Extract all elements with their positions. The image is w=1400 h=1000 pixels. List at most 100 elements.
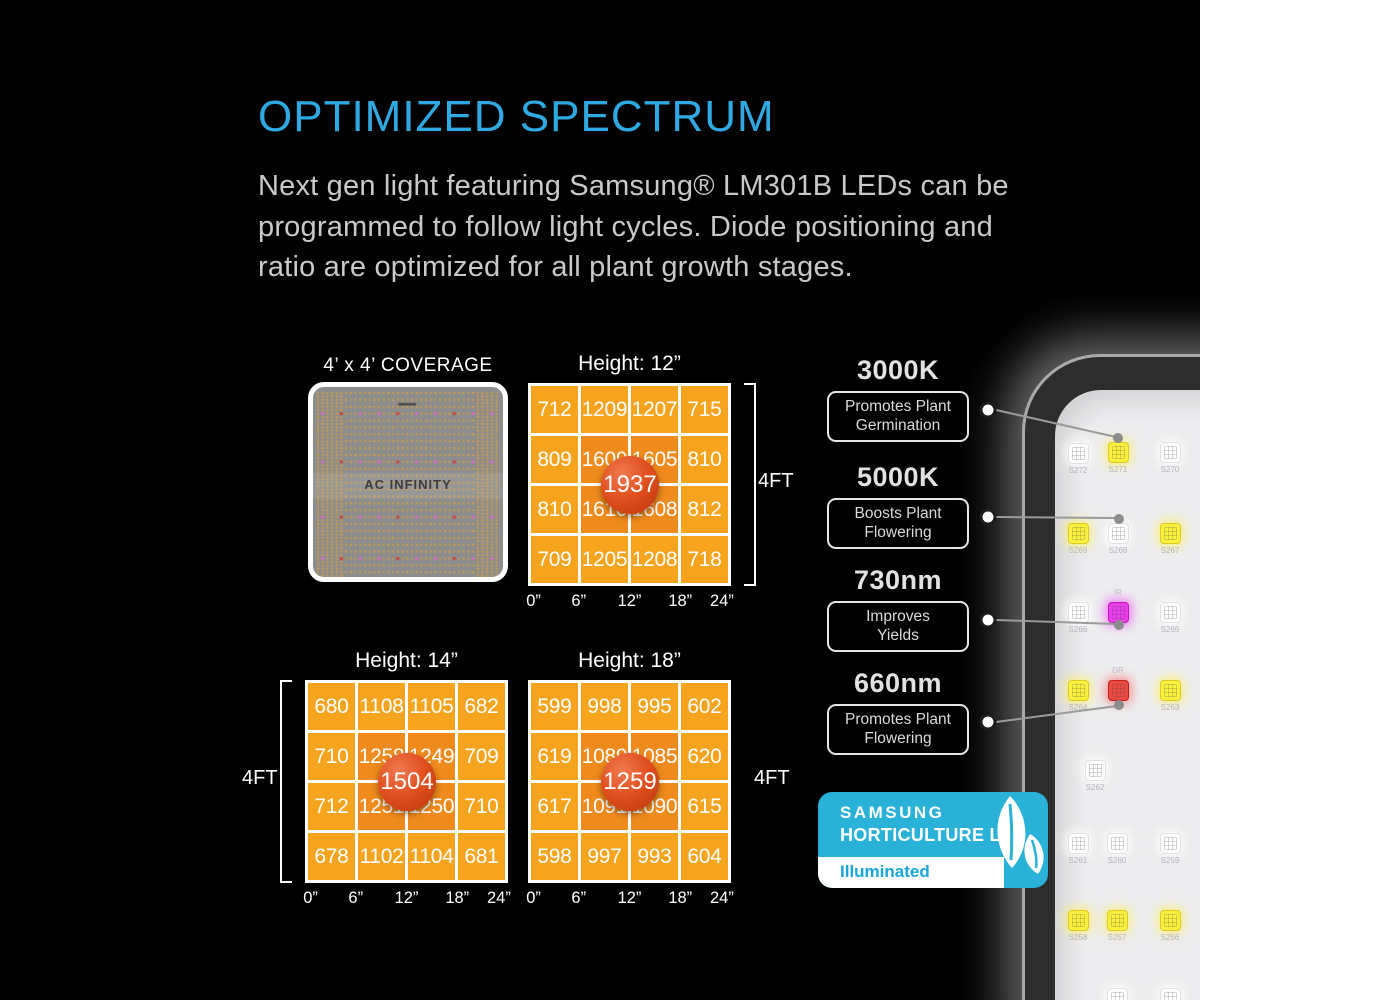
callout-text: Flowering (864, 729, 932, 747)
led-diode-white (1107, 522, 1129, 544)
led-diode-white (1106, 987, 1128, 1000)
ppfd-heatmap-14in: Height: 14” 680 1108 1105 682 710 1258 1249 709 7… (242, 649, 511, 907)
led-diode-yellow (1159, 679, 1181, 701)
callout-heading: 730nm (853, 565, 943, 595)
coverage-span-label: 4FT (754, 767, 790, 789)
callout-heading: 660nm (853, 668, 943, 698)
heatmap-cell: 1102 (358, 833, 405, 880)
diode-label: S267 (1160, 546, 1180, 555)
heatmap-cell: 997 (581, 833, 628, 880)
led-diode-white (1159, 987, 1181, 1000)
heatmap-cell: 709 (458, 733, 505, 780)
heatmap-cell: 1104 (408, 833, 455, 880)
heatmap-cell: 678 (308, 833, 355, 880)
diode-label: S259 (1160, 856, 1180, 865)
heatmap-cell: 1209 (581, 386, 628, 433)
heatmap-cell: 993 (631, 833, 678, 880)
heatmap-cell: 810 (681, 436, 728, 483)
led-diode-white (1159, 441, 1181, 463)
callout-text: Boosts Plant (854, 505, 942, 522)
heatmap-cell: 712 (531, 386, 578, 433)
diode-label: S270 (1160, 465, 1180, 474)
samsung-horticulture-badge: SAMSUNG HORTICULTURE LED Illuminated (818, 792, 1048, 888)
led-diode-white (1084, 759, 1106, 781)
x-tick-label: 0” (526, 889, 541, 907)
callout-text: Promotes Plant (845, 398, 951, 415)
coverage-bracket (744, 383, 756, 586)
x-tick-label: 6” (571, 592, 587, 610)
diode-label: S271 (1108, 465, 1128, 474)
badge-sub-label: Illuminated (840, 862, 930, 881)
heatmap-cell: 604 (681, 833, 728, 880)
heatmap-x-axis: 0” 6” 12” 18” 24” (303, 889, 511, 909)
heatmap-center-value: 1259 (601, 753, 659, 811)
led-dot-matrix (313, 387, 503, 577)
coverage-module: 4’ x 4’ COVERAGE AC INFINITY (308, 355, 508, 582)
led-diode-white (1106, 832, 1128, 854)
heatmap-cell: 602 (681, 683, 728, 730)
heatmap-cell: 812 (681, 486, 728, 533)
heatmap-cell: 809 (531, 436, 578, 483)
callout-text: Flowering (864, 523, 932, 541)
heatmap-cell: 620 (681, 733, 728, 780)
heatmap-cell: 709 (531, 536, 578, 583)
heatmap-cell: 1208 (631, 536, 678, 583)
heatmap-cell: 1105 (408, 683, 455, 730)
heatmap-x-axis: 0” 6” 12” 18” 24” (526, 889, 734, 909)
coverage-title: 4’ x 4’ COVERAGE (323, 355, 493, 376)
intro-line-2: programmed to follow light cycles. Diode… (258, 210, 993, 243)
callout-text: Promotes Plant (845, 711, 951, 728)
callout-heading: 5000K (856, 462, 940, 492)
heatmap-cell: 712 (308, 783, 355, 830)
diode-label: S263 (1160, 703, 1180, 712)
x-tick-label: 12” (617, 889, 642, 907)
callout-5000k: 5000K Boosts Plant Flowering (812, 462, 984, 549)
x-tick-label: 18” (668, 889, 693, 907)
ppfd-heatmap-18in: Height: 18” 599 998 995 602 619 1089 1085 620 617… (526, 649, 789, 907)
callout-box: Promotes Plant Flowering (827, 704, 969, 755)
led-diode-yellow (1159, 909, 1181, 931)
callout-box: Improves Yields (827, 601, 969, 652)
heatmap-center-value: 1937 (601, 456, 659, 514)
callout-730nm: 730nm Improves Yields (812, 565, 984, 652)
heatmap-cell: 1205 (581, 536, 628, 583)
led-diode-yellow (1067, 909, 1089, 931)
led-diode-yellow (1159, 522, 1181, 544)
diode-label: S261 (1068, 856, 1088, 865)
x-tick-label: 24” (487, 889, 511, 907)
heatmap-cell: 682 (458, 683, 505, 730)
callout-box: Promotes Plant Germination (827, 391, 969, 442)
intro-line-1: Next gen light featuring Samsung® LM301B… (258, 170, 1009, 202)
led-board-illustration: AC INFINITY (308, 382, 508, 582)
led-diode-yellow (1067, 679, 1089, 701)
x-tick-label: 18” (668, 592, 693, 610)
diode-label: S269 (1068, 546, 1088, 555)
heatmap-cell: 715 (681, 386, 728, 433)
diode-label: S260 (1107, 856, 1127, 865)
heatmap-cell: 710 (458, 783, 505, 830)
intro-line-3: ratio are optimized for all plant growth… (258, 251, 853, 283)
badge-brand: SAMSUNG (840, 803, 945, 822)
heatmap-cell: 680 (308, 683, 355, 730)
led-diode-yellow (1106, 909, 1128, 931)
diode-label: S257 (1107, 933, 1127, 942)
led-diode-white (1067, 601, 1089, 623)
x-tick-label: 24” (710, 592, 734, 610)
x-tick-label: 12” (394, 889, 419, 907)
led-diode-white (1159, 832, 1181, 854)
marketing-graphic: OPTIMIZED SPECTRUM Next gen light featur… (0, 0, 1200, 1000)
heatmap-cell: 617 (531, 783, 578, 830)
callout-3000k: 3000K Promotes Plant Germination (812, 355, 984, 442)
x-tick-label: 18” (445, 889, 470, 907)
x-tick-label: 24” (710, 889, 734, 907)
diode-label: S264 (1068, 703, 1088, 712)
callout-box: Boosts Plant Flowering (827, 498, 969, 549)
badge-product: HORTICULTURE LED (840, 825, 1027, 845)
badge-strip (818, 857, 1004, 888)
diode-label: S268 (1108, 546, 1128, 555)
page-title: OPTIMIZED SPECTRUM (258, 92, 775, 141)
heatmap-cell: 681 (458, 833, 505, 880)
heatmap-title: Height: 14” (355, 649, 458, 672)
callout-text: Improves (866, 608, 930, 625)
diode-tag: DR (1112, 666, 1124, 675)
